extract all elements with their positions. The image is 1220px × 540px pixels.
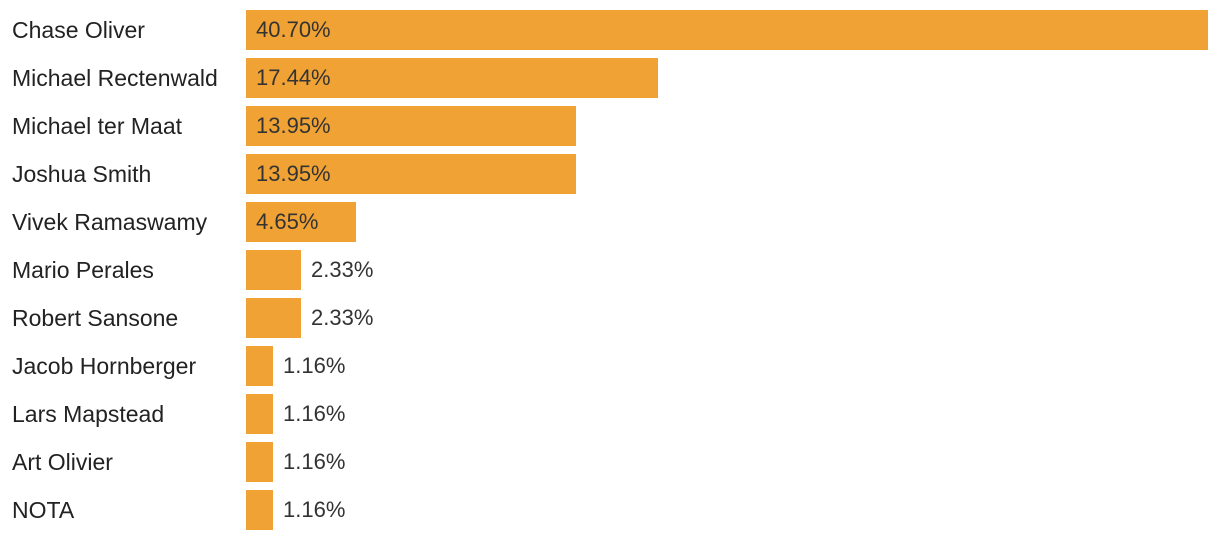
value-label: 1.16% <box>283 497 346 522</box>
category-label: Robert Sansone <box>12 305 179 331</box>
value-label: 2.33% <box>311 305 374 330</box>
category-label: Michael ter Maat <box>12 113 183 139</box>
bar <box>246 394 273 434</box>
bar <box>246 346 273 386</box>
bar <box>246 154 576 194</box>
category-label: Joshua Smith <box>12 161 152 187</box>
bar <box>246 202 356 242</box>
bar <box>246 58 658 98</box>
category-label: Vivek Ramaswamy <box>12 209 208 235</box>
bar <box>246 106 576 146</box>
bar <box>246 298 301 338</box>
value-label: 13.95% <box>256 161 331 186</box>
value-label: 17.44% <box>256 65 331 90</box>
category-label: NOTA <box>12 497 75 523</box>
bar <box>246 10 1208 50</box>
value-label: 1.16% <box>283 449 346 474</box>
bar <box>246 490 273 530</box>
category-label: Art Olivier <box>12 449 113 475</box>
bar <box>246 442 273 482</box>
category-label: Lars Mapstead <box>12 401 165 427</box>
value-label: 13.95% <box>256 113 331 138</box>
value-label: 4.65% <box>256 209 319 234</box>
value-label: 40.70% <box>256 17 331 42</box>
category-label: Chase Oliver <box>12 17 145 43</box>
value-label: 1.16% <box>283 353 346 378</box>
category-label: Mario Perales <box>12 257 154 283</box>
category-label: Michael Rectenwald <box>12 65 218 91</box>
value-label: 1.16% <box>283 401 346 426</box>
category-label: Jacob Hornberger <box>12 353 197 379</box>
bar <box>246 250 301 290</box>
value-label: 2.33% <box>311 257 374 282</box>
